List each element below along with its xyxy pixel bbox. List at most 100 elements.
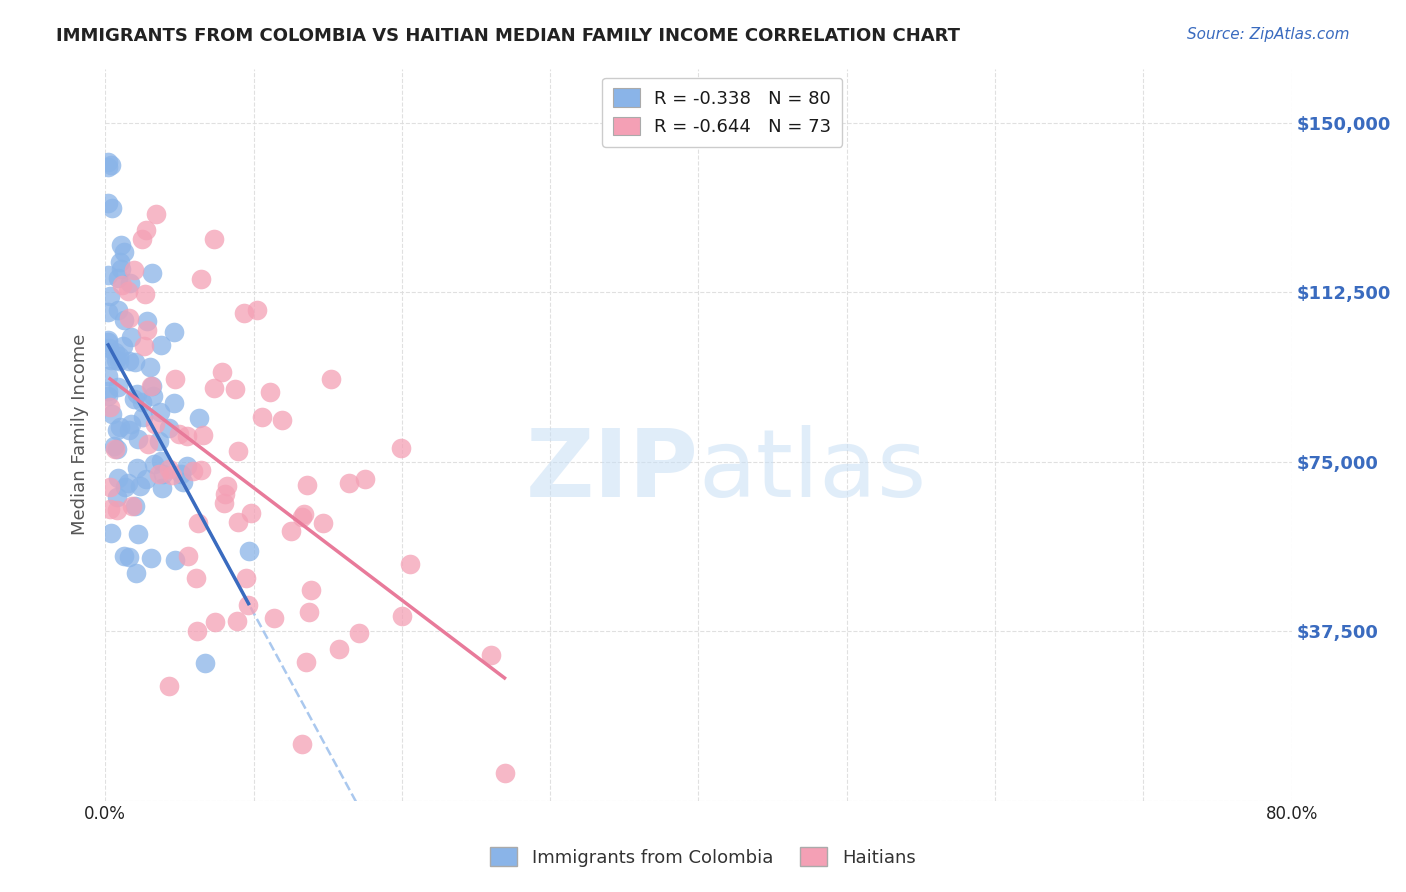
Point <box>328 642 350 657</box>
Point <box>136 314 159 328</box>
Point <box>97 368 120 383</box>
Point <box>97 389 120 403</box>
Point <box>97 195 120 210</box>
Point <box>172 475 194 490</box>
Point <box>291 510 314 524</box>
Point <box>295 478 318 492</box>
Y-axis label: Median Family Income: Median Family Income <box>72 334 89 535</box>
Point <box>97 335 120 350</box>
Point <box>98 341 121 355</box>
Point <box>101 201 124 215</box>
Point <box>143 417 166 431</box>
Legend: Immigrants from Colombia, Haitians: Immigrants from Colombia, Haitians <box>484 840 922 874</box>
Point <box>295 655 318 669</box>
Text: ZIP: ZIP <box>526 425 699 517</box>
Point <box>212 496 235 510</box>
Point <box>127 460 149 475</box>
Point <box>120 417 142 432</box>
Legend: R = -0.338   N = 80, R = -0.644   N = 73: R = -0.338 N = 80, R = -0.644 N = 73 <box>602 78 842 147</box>
Point <box>290 738 312 752</box>
Point <box>150 481 173 495</box>
Point <box>122 263 145 277</box>
Point <box>233 306 256 320</box>
Point <box>105 491 128 505</box>
Point <box>339 475 361 490</box>
Point <box>117 475 139 490</box>
Point <box>125 387 148 401</box>
Point <box>100 526 122 541</box>
Point <box>246 303 269 318</box>
Point <box>191 427 214 442</box>
Point <box>132 409 155 424</box>
Point <box>215 479 238 493</box>
Point <box>238 543 260 558</box>
Text: Source: ZipAtlas.com: Source: ZipAtlas.com <box>1187 27 1350 42</box>
Point <box>98 480 121 494</box>
Text: IMMIGRANTS FROM COLOMBIA VS HAITIAN MEDIAN FAMILY INCOME CORRELATION CHART: IMMIGRANTS FROM COLOMBIA VS HAITIAN MEDI… <box>56 27 960 45</box>
Point <box>120 276 142 290</box>
Point <box>259 385 281 400</box>
Point <box>97 333 120 347</box>
Point <box>103 439 125 453</box>
Point <box>98 400 121 414</box>
Point <box>294 507 316 521</box>
Point <box>228 443 250 458</box>
Point <box>224 382 246 396</box>
Point <box>354 472 377 486</box>
Point <box>235 571 257 585</box>
Point <box>111 339 134 353</box>
Point <box>240 506 263 520</box>
Point <box>149 405 172 419</box>
Point <box>112 244 135 259</box>
Point <box>142 389 165 403</box>
Point <box>194 657 217 671</box>
Point <box>135 223 157 237</box>
Point <box>98 501 121 516</box>
Point <box>118 550 141 565</box>
Point <box>145 207 167 221</box>
Point <box>157 462 180 476</box>
Point <box>184 571 207 585</box>
Point <box>118 423 141 437</box>
Point <box>141 379 163 393</box>
Point <box>163 325 186 339</box>
Point <box>176 459 198 474</box>
Point <box>124 355 146 369</box>
Point <box>252 409 274 424</box>
Point <box>170 467 193 481</box>
Point <box>204 615 226 630</box>
Point <box>100 158 122 172</box>
Point <box>117 354 139 368</box>
Point <box>131 232 153 246</box>
Point <box>187 516 209 530</box>
Text: atlas: atlas <box>699 425 927 517</box>
Point <box>152 467 174 481</box>
Point <box>107 471 129 485</box>
Point <box>136 323 159 337</box>
Point <box>104 345 127 359</box>
Point <box>105 503 128 517</box>
Point <box>157 679 180 693</box>
Point <box>142 457 165 471</box>
Point <box>165 372 187 386</box>
Point <box>150 454 173 468</box>
Point <box>391 609 413 624</box>
Point <box>108 354 131 368</box>
Point <box>105 442 128 456</box>
Point <box>107 270 129 285</box>
Point <box>271 413 294 427</box>
Point <box>97 304 120 318</box>
Point <box>389 442 412 456</box>
Point <box>108 254 131 268</box>
Point <box>112 312 135 326</box>
Point <box>110 238 132 252</box>
Point <box>176 428 198 442</box>
Point <box>97 268 120 282</box>
Point <box>165 553 187 567</box>
Point <box>127 432 149 446</box>
Point <box>398 557 420 571</box>
Point <box>117 284 139 298</box>
Point <box>125 566 148 580</box>
Point <box>127 526 149 541</box>
Point <box>111 277 134 292</box>
